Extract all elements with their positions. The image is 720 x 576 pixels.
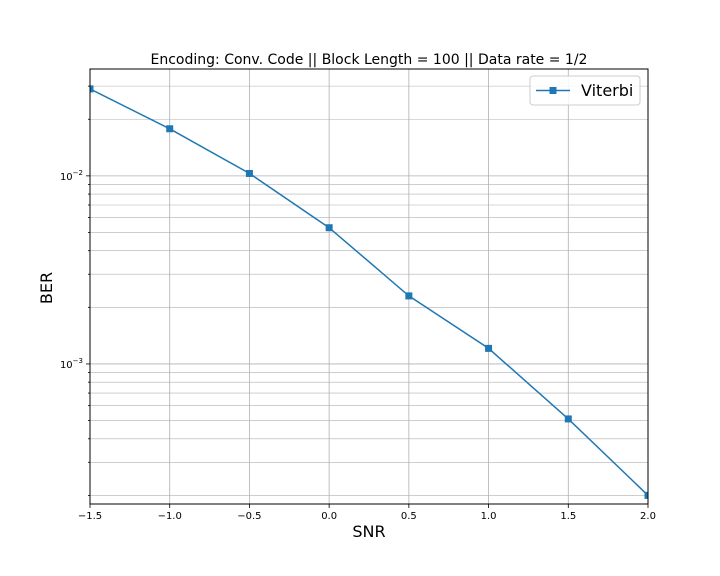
- minor-grid: [90, 85, 648, 496]
- plot-area: [90, 85, 648, 499]
- data-point-viterbi: [325, 224, 333, 232]
- legend-label-viterbi: Viterbi: [581, 81, 633, 100]
- x-tick-label: 1.5: [560, 511, 576, 522]
- data-point-viterbi: [644, 491, 648, 499]
- data-point-viterbi: [245, 169, 253, 177]
- chart-title: Encoding: Conv. Code || Block Length = 1…: [151, 52, 588, 68]
- x-axis-label: SNR: [352, 522, 385, 541]
- x-tick-label: −0.5: [237, 511, 261, 522]
- legend: Viterbi: [529, 75, 641, 106]
- data-point-viterbi: [564, 415, 572, 423]
- x-tick-label: 0.5: [401, 511, 417, 522]
- y-tick-label: 10−3: [60, 357, 83, 371]
- y-tick-label: 10−2: [60, 169, 83, 183]
- data-point-viterbi: [90, 85, 94, 93]
- legend-marker-swatch: [549, 87, 557, 94]
- x-tick-label: 0.0: [321, 511, 337, 522]
- data-point-viterbi: [405, 292, 413, 300]
- x-tick-label: 2.0: [640, 511, 656, 522]
- axes-frame: [89, 68, 649, 505]
- data-point-viterbi: [485, 344, 493, 352]
- legend-box: [529, 75, 641, 106]
- series-line-viterbi: [90, 88, 648, 496]
- y-axis-label: BER: [37, 272, 56, 304]
- x-tick-label: −1.5: [78, 511, 102, 522]
- x-tick-label: 1.0: [481, 511, 497, 522]
- y-axis-ticks: 10−2 10−3: [60, 85, 90, 496]
- x-axis-ticks: −1.5 −1.0 −0.5 0.0 0.5 1.0 1.5 2.0: [78, 504, 656, 522]
- x-tick-label: −1.0: [158, 511, 182, 522]
- data-point-viterbi: [166, 125, 174, 133]
